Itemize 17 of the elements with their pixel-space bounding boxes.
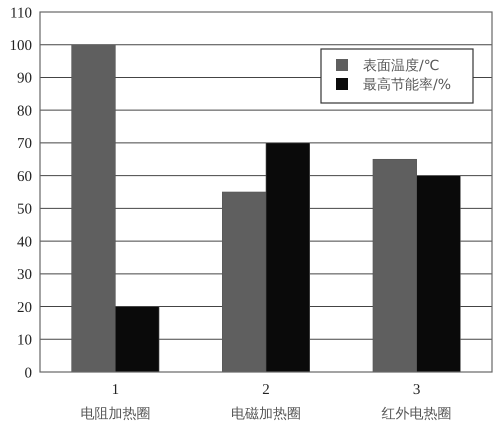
y-tick-label: 60 (17, 168, 32, 185)
y-tick-label: 50 (17, 202, 32, 218)
y-tick-label: 90 (17, 70, 32, 87)
y-tick-label: 100 (10, 38, 32, 54)
y-tick-label: 30 (17, 267, 32, 284)
y-tick-label: 0 (24, 365, 32, 382)
y-tick-label: 70 (17, 136, 32, 152)
y-tick-label: 40 (17, 234, 32, 250)
x-tick-label: 1 电阻加热圈 (80, 382, 150, 422)
legend-label: 最高节能率/% (363, 76, 452, 93)
x-tick-label: 3 红外电热圈 (382, 382, 452, 422)
y-tick-label: 20 (17, 300, 32, 316)
y-tick-label: 110 (10, 5, 32, 22)
y-tick-label: 80 (17, 103, 32, 120)
y-tick-label: 10 (17, 332, 32, 349)
legend-label: 表面温度/℃ (363, 58, 440, 74)
x-tick-label: 2 电磁加热圈 (231, 382, 301, 422)
